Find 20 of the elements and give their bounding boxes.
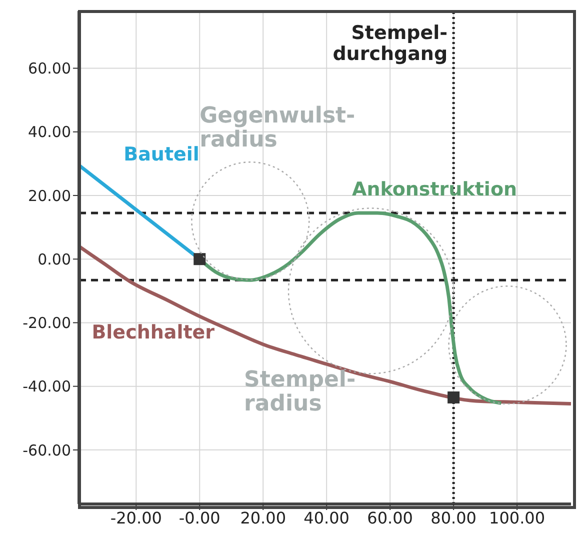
y-tick-label: 0.00 (38, 250, 71, 268)
y-tick-label: 20.00 (28, 186, 71, 205)
series-label: Ankonstruktion (352, 178, 518, 200)
ref-line-label: Stempel- durchgang (332, 22, 448, 65)
x-tick-label: 80.00 (430, 508, 476, 528)
y-tick-label: -20.00 (22, 314, 71, 332)
annotation: Stempel- radius (244, 367, 356, 417)
y-tick-label: -60.00 (22, 441, 71, 460)
y-tick-label: -40.00 (22, 378, 71, 396)
x-tick-label: -20.00 (110, 508, 162, 528)
y-tick-label: 60.00 (28, 60, 71, 78)
x-tick-label: -0.00 (178, 508, 220, 528)
x-tick-label: 40.00 (304, 508, 350, 528)
series-label: Blechhalter (92, 322, 216, 344)
annotation: Gegenwulst- radius (200, 103, 356, 153)
series-label: Bauteil (124, 143, 200, 166)
x-tick-label: 20.00 (240, 508, 286, 528)
x-tick-label: 100.00 (489, 508, 546, 528)
y-tick-label: 40.00 (28, 123, 71, 142)
x-tick-label: 60.00 (367, 508, 413, 528)
